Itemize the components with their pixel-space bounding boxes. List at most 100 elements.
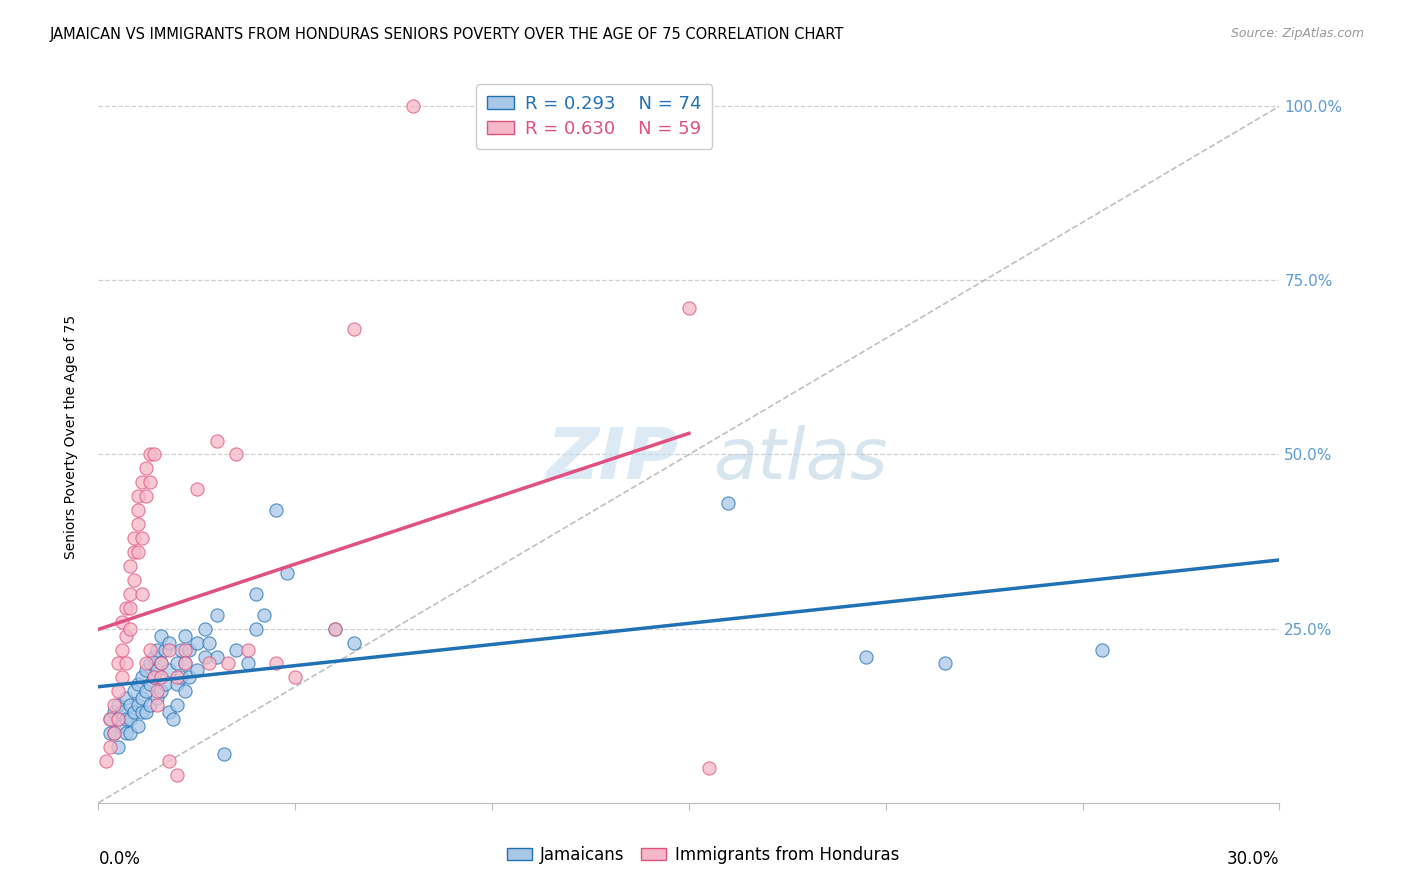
Point <box>343 635 366 649</box>
Point <box>138 448 160 462</box>
Point <box>111 670 134 684</box>
Point <box>127 677 149 691</box>
Point <box>170 642 193 657</box>
Point <box>205 649 228 664</box>
Point <box>697 761 720 775</box>
Point <box>127 698 149 713</box>
Point <box>115 726 138 740</box>
Point <box>131 670 153 684</box>
Point <box>103 705 125 719</box>
Legend: R = 0.293    N = 74, R = 0.630    N = 59: R = 0.293 N = 74, R = 0.630 N = 59 <box>477 84 713 149</box>
Point <box>1091 642 1114 657</box>
Point <box>135 684 157 698</box>
Text: 0.0%: 0.0% <box>98 850 141 868</box>
Point <box>678 301 700 316</box>
Point <box>131 705 153 719</box>
Point <box>157 754 180 768</box>
Point <box>135 664 157 678</box>
Point <box>127 489 149 503</box>
Point <box>150 629 173 643</box>
Point <box>162 712 184 726</box>
Point <box>118 558 141 573</box>
Point <box>127 517 149 532</box>
Point <box>135 705 157 719</box>
Point <box>177 642 200 657</box>
Point <box>118 587 141 601</box>
Point <box>98 740 121 755</box>
Point <box>98 712 121 726</box>
Point <box>186 483 208 497</box>
Point <box>122 545 145 559</box>
Point <box>111 719 134 733</box>
Point <box>245 587 267 601</box>
Point <box>142 670 165 684</box>
Point <box>118 622 141 636</box>
Point <box>157 664 180 678</box>
Point <box>166 670 188 684</box>
Point <box>98 712 121 726</box>
Point <box>166 768 188 782</box>
Point <box>127 719 149 733</box>
Point <box>107 698 129 713</box>
Point <box>174 657 197 671</box>
Point <box>111 642 134 657</box>
Point <box>276 566 298 580</box>
Point <box>142 649 165 664</box>
Text: Source: ZipAtlas.com: Source: ZipAtlas.com <box>1230 27 1364 40</box>
Point <box>118 726 141 740</box>
Point <box>245 622 267 636</box>
Point <box>131 475 153 490</box>
Point <box>127 503 149 517</box>
Point <box>107 712 129 726</box>
Point <box>146 664 169 678</box>
Point <box>214 747 236 761</box>
Point <box>135 657 157 671</box>
Point <box>402 99 425 113</box>
Point <box>115 691 138 706</box>
Point <box>98 726 121 740</box>
Point <box>323 622 346 636</box>
Point <box>264 503 287 517</box>
Point <box>107 684 129 698</box>
Point <box>155 642 177 657</box>
Point <box>150 657 173 671</box>
Point <box>225 448 247 462</box>
Point <box>717 496 740 510</box>
Point <box>103 698 125 713</box>
Point <box>157 642 180 657</box>
Point <box>934 657 956 671</box>
Legend: Jamaicans, Immigrants from Honduras: Jamaicans, Immigrants from Honduras <box>501 839 905 871</box>
Point <box>127 545 149 559</box>
Point <box>174 684 197 698</box>
Point <box>142 448 165 462</box>
Point <box>146 691 169 706</box>
Point <box>205 434 228 448</box>
Point <box>96 754 118 768</box>
Point <box>115 657 138 671</box>
Point <box>170 670 193 684</box>
Point <box>217 657 239 671</box>
Point <box>138 677 160 691</box>
Point <box>122 531 145 545</box>
Point <box>186 635 208 649</box>
Text: atlas: atlas <box>713 425 887 493</box>
Point <box>186 664 208 678</box>
Point <box>131 587 153 601</box>
Point <box>111 705 134 719</box>
Point <box>157 705 180 719</box>
Point <box>150 684 173 698</box>
Point <box>150 657 173 671</box>
Point <box>174 629 197 643</box>
Text: 30.0%: 30.0% <box>1227 850 1279 868</box>
Point <box>118 698 141 713</box>
Point <box>855 649 877 664</box>
Point <box>122 705 145 719</box>
Point <box>118 600 141 615</box>
Point <box>142 670 165 684</box>
Point <box>115 712 138 726</box>
Point <box>264 657 287 671</box>
Point <box>107 657 129 671</box>
Point <box>122 573 145 587</box>
Point <box>131 691 153 706</box>
Point <box>236 642 259 657</box>
